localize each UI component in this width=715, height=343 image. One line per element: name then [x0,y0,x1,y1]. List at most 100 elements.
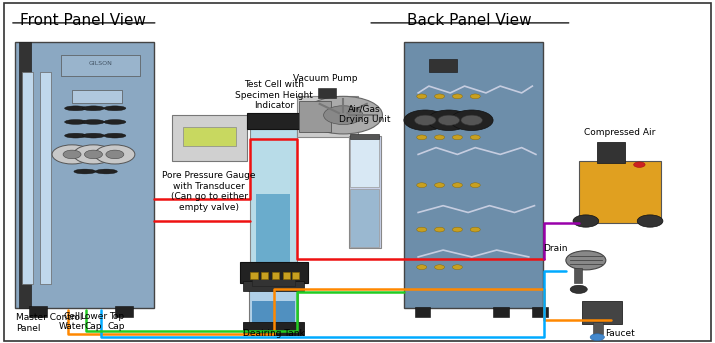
Circle shape [633,162,645,167]
FancyBboxPatch shape [578,161,661,223]
Circle shape [324,106,363,125]
FancyBboxPatch shape [261,272,268,279]
Ellipse shape [74,169,96,174]
FancyBboxPatch shape [596,142,625,163]
FancyBboxPatch shape [61,55,140,76]
FancyBboxPatch shape [582,301,621,323]
Circle shape [435,265,445,270]
FancyBboxPatch shape [349,135,381,248]
Text: Deairing Tank: Deairing Tank [243,329,305,338]
Circle shape [590,334,604,341]
FancyBboxPatch shape [247,114,300,129]
Circle shape [470,227,480,232]
FancyBboxPatch shape [573,268,582,283]
FancyBboxPatch shape [593,322,603,334]
FancyBboxPatch shape [429,59,458,72]
FancyBboxPatch shape [415,307,430,317]
Text: Test Cell with
Specimen Height
Indicator: Test Cell with Specimen Height Indicator [235,80,313,110]
Ellipse shape [64,120,87,125]
FancyBboxPatch shape [72,90,122,103]
Circle shape [435,94,445,99]
Circle shape [106,150,124,159]
FancyBboxPatch shape [493,307,509,317]
Circle shape [415,115,436,126]
Ellipse shape [82,133,104,138]
Circle shape [453,135,463,140]
FancyBboxPatch shape [404,42,543,308]
Ellipse shape [104,106,126,111]
Ellipse shape [82,120,104,125]
FancyBboxPatch shape [533,307,548,317]
Circle shape [637,215,663,227]
Ellipse shape [64,133,87,138]
Text: Air/Gas
Drying Unit: Air/Gas Drying Unit [339,105,390,125]
FancyBboxPatch shape [297,96,358,137]
Circle shape [428,110,470,130]
Circle shape [63,150,81,159]
Text: Back Panel View: Back Panel View [408,13,532,28]
FancyBboxPatch shape [240,262,307,283]
Circle shape [453,183,463,188]
Ellipse shape [82,106,104,111]
Circle shape [404,110,447,130]
FancyBboxPatch shape [249,284,297,323]
FancyBboxPatch shape [115,306,133,317]
Text: GILSON: GILSON [89,61,112,67]
Circle shape [573,215,598,227]
Ellipse shape [104,133,126,138]
Circle shape [470,135,480,140]
FancyBboxPatch shape [172,115,247,161]
FancyBboxPatch shape [243,322,304,335]
Circle shape [453,265,463,270]
FancyBboxPatch shape [250,272,257,279]
Circle shape [461,115,483,126]
Circle shape [95,145,135,164]
FancyBboxPatch shape [256,194,290,262]
Text: Faucet: Faucet [605,329,635,338]
Circle shape [435,135,445,140]
Circle shape [417,227,427,232]
Circle shape [570,285,587,294]
FancyBboxPatch shape [350,189,379,247]
FancyBboxPatch shape [272,272,279,279]
Circle shape [84,150,102,159]
Circle shape [74,145,114,164]
Text: Cell
Water: Cell Water [59,311,85,331]
Text: Master Control
Panel: Master Control Panel [16,313,83,333]
Circle shape [566,251,606,270]
FancyBboxPatch shape [350,137,379,187]
Circle shape [470,183,480,188]
FancyBboxPatch shape [250,127,297,264]
FancyBboxPatch shape [182,127,236,146]
FancyBboxPatch shape [299,102,331,132]
Circle shape [453,227,463,232]
Text: Drain: Drain [543,244,568,253]
FancyBboxPatch shape [22,72,33,284]
Text: Pore Pressure Gauge
with Transducer
(Can go to either
empty valve): Pore Pressure Gauge with Transducer (Can… [162,172,256,212]
Circle shape [52,145,92,164]
Circle shape [417,265,427,270]
Text: Compressed Air: Compressed Air [584,128,656,137]
FancyBboxPatch shape [318,88,336,98]
Circle shape [470,94,480,99]
Text: Front Panel View: Front Panel View [20,13,146,28]
FancyBboxPatch shape [40,72,51,284]
Circle shape [450,110,493,130]
FancyBboxPatch shape [252,279,295,286]
Circle shape [304,96,383,134]
FancyBboxPatch shape [29,306,47,317]
Circle shape [417,135,427,140]
Ellipse shape [64,106,87,111]
Ellipse shape [104,120,126,125]
Circle shape [435,227,445,232]
Text: Vacuum Pump: Vacuum Pump [293,74,358,83]
FancyBboxPatch shape [19,42,31,308]
FancyBboxPatch shape [282,272,290,279]
Text: Lower
Cap: Lower Cap [80,311,107,331]
Circle shape [438,115,460,126]
FancyBboxPatch shape [252,301,295,323]
Text: Top
Cap: Top Cap [107,311,125,331]
Circle shape [417,94,427,99]
Ellipse shape [95,169,117,174]
Circle shape [453,94,463,99]
